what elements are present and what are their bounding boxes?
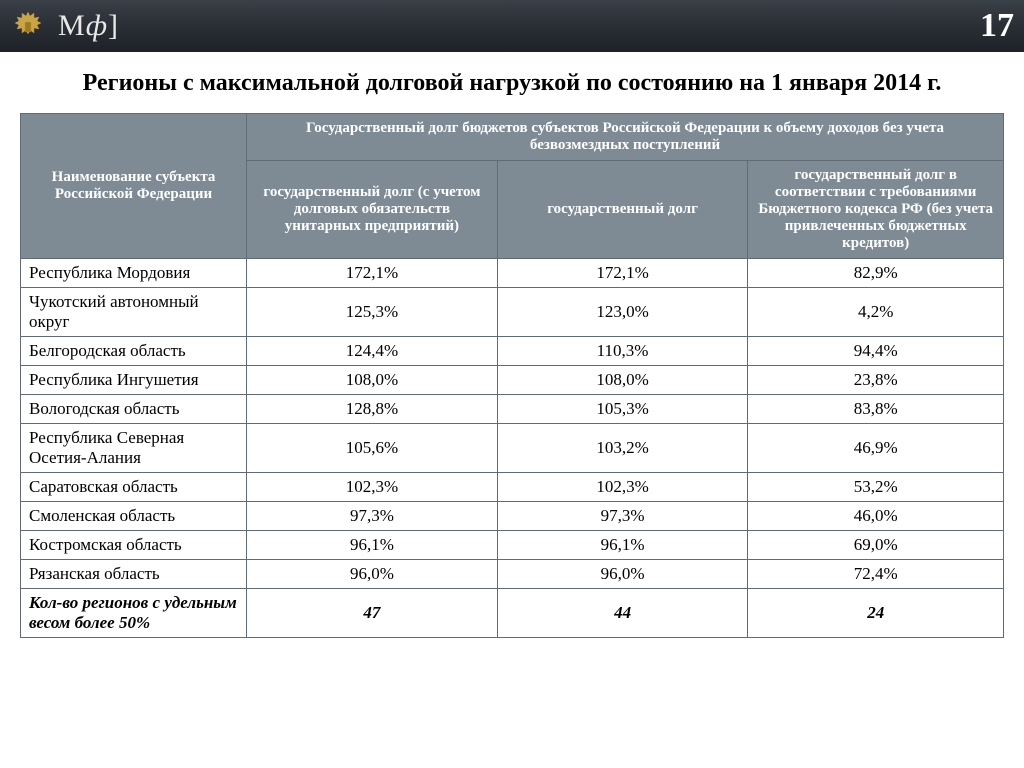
debt-table: Наименование субъекта Российской Федерац…	[20, 113, 1004, 638]
topbar-left: Мф]	[8, 6, 119, 46]
cell-c3: 46,0%	[748, 502, 1004, 531]
table-summary-row: Кол-во регионов с удельным весом более 5…	[21, 589, 1004, 638]
cell-name: Чукотский автономный округ	[21, 288, 247, 337]
cell-c3: 46,9%	[748, 424, 1004, 473]
cell-c3: 72,4%	[748, 560, 1004, 589]
col-header-group: Государственный долг бюджетов субъектов …	[247, 114, 1004, 161]
logo-text: Мф]	[58, 9, 119, 43]
cell-name: Республика Северная Осетия-Алания	[21, 424, 247, 473]
cell-c2: 123,0%	[497, 288, 748, 337]
cell-c2: 97,3%	[497, 502, 748, 531]
cell-c2: 110,3%	[497, 337, 748, 366]
table-row: Смоленская область97,3%97,3%46,0%	[21, 502, 1004, 531]
col-header-3: государственный долг в соответствии с тр…	[748, 161, 1004, 259]
cell-name: Вологодская область	[21, 395, 247, 424]
summary-name: Кол-во регионов с удельным весом более 5…	[21, 589, 247, 638]
table-row: Республика Ингушетия108,0%108,0%23,8%	[21, 366, 1004, 395]
cell-c3: 82,9%	[748, 259, 1004, 288]
table-row: Республика Северная Осетия-Алания105,6%1…	[21, 424, 1004, 473]
cell-c2: 103,2%	[497, 424, 748, 473]
table-row: Саратовская область102,3%102,3%53,2%	[21, 473, 1004, 502]
cell-c3: 53,2%	[748, 473, 1004, 502]
logo-bracket: ]	[108, 9, 119, 42]
cell-c2: 96,1%	[497, 531, 748, 560]
cell-c1: 102,3%	[247, 473, 498, 502]
cell-c2: 108,0%	[497, 366, 748, 395]
table-row: Костромская область96,1%96,1%69,0%	[21, 531, 1004, 560]
cell-name: Смоленская область	[21, 502, 247, 531]
page-number: 17	[980, 7, 1014, 45]
topbar: Мф] 17	[0, 0, 1024, 52]
cell-c1: 172,1%	[247, 259, 498, 288]
cell-c1: 96,1%	[247, 531, 498, 560]
cell-c2: 105,3%	[497, 395, 748, 424]
cell-c1: 96,0%	[247, 560, 498, 589]
emblem-icon	[8, 6, 48, 46]
cell-c2: 96,0%	[497, 560, 748, 589]
cell-c1: 128,8%	[247, 395, 498, 424]
cell-name: Белгородская область	[21, 337, 247, 366]
logo-phi: ф	[86, 9, 108, 42]
cell-c3: 23,8%	[748, 366, 1004, 395]
table-row: Вологодская область128,8%105,3%83,8%	[21, 395, 1004, 424]
cell-c1: 125,3%	[247, 288, 498, 337]
cell-name: Рязанская область	[21, 560, 247, 589]
cell-c3: 69,0%	[748, 531, 1004, 560]
summary-c1: 47	[247, 589, 498, 638]
cell-c3: 94,4%	[748, 337, 1004, 366]
slide-content: Регионы с максимальной долговой нагрузко…	[0, 52, 1024, 638]
cell-name: Саратовская область	[21, 473, 247, 502]
logo-m: М	[58, 9, 86, 42]
summary-c3: 24	[748, 589, 1004, 638]
col-header-name: Наименование субъекта Российской Федерац…	[21, 114, 247, 259]
summary-c2: 44	[497, 589, 748, 638]
col-header-2: государственный долг	[497, 161, 748, 259]
cell-c3: 4,2%	[748, 288, 1004, 337]
cell-c1: 124,4%	[247, 337, 498, 366]
slide-title: Регионы с максимальной долговой нагрузко…	[20, 70, 1004, 97]
col-header-1: государственный долг (с учетом долговых …	[247, 161, 498, 259]
table-row: Чукотский автономный округ125,3%123,0%4,…	[21, 288, 1004, 337]
cell-c2: 172,1%	[497, 259, 748, 288]
cell-c2: 102,3%	[497, 473, 748, 502]
cell-c1: 105,6%	[247, 424, 498, 473]
cell-name: Костромская область	[21, 531, 247, 560]
table-row: Рязанская область96,0%96,0%72,4%	[21, 560, 1004, 589]
table-row: Белгородская область124,4%110,3%94,4%	[21, 337, 1004, 366]
cell-name: Республика Мордовия	[21, 259, 247, 288]
cell-c3: 83,8%	[748, 395, 1004, 424]
cell-name: Республика Ингушетия	[21, 366, 247, 395]
cell-c1: 108,0%	[247, 366, 498, 395]
cell-c1: 97,3%	[247, 502, 498, 531]
table-row: Республика Мордовия172,1%172,1%82,9%	[21, 259, 1004, 288]
